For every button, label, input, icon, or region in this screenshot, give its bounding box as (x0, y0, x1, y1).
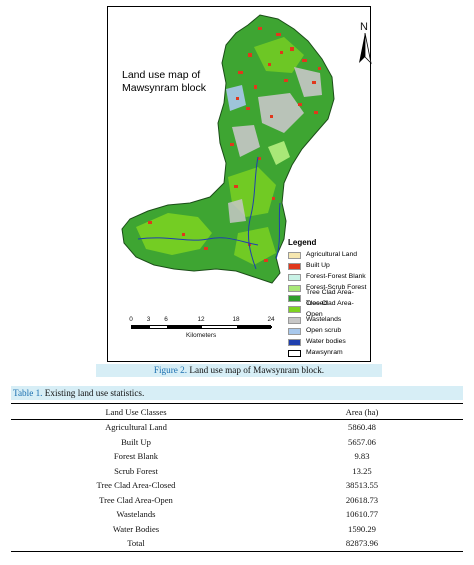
scale-tick-label: 18 (232, 316, 240, 323)
table-row: Built Up 5657.06 (11, 435, 463, 450)
table-row: Tree Clad Area-Closed 38513.55 (11, 478, 463, 493)
land-use-class-cell: Forest Blank (113, 451, 159, 462)
legend-title: Legend (288, 238, 317, 247)
total-label-cell: Total (11, 536, 261, 552)
legend-label: Mawsynram (306, 348, 343, 356)
land-use-class-cell: Tree Clad Area-Closed (96, 480, 176, 491)
land-use-class-cell: Built Up (121, 436, 151, 447)
table-row: Tree Clad Area-Open 20618.73 (11, 493, 463, 508)
scale-unit: Kilometers (186, 332, 217, 339)
legend-label: Built Up (306, 261, 330, 269)
legend-swatch (288, 273, 301, 281)
land-use-statistics-table: Land Use Classes Area (ha) Agricultural … (11, 403, 463, 552)
legend-swatch (288, 317, 301, 325)
map-title-line-1: Land use map of (122, 69, 201, 81)
north-arrow-icon: N (355, 21, 375, 67)
area-cell: 38513.55 (345, 480, 379, 491)
area-cell: 5860.48 (348, 422, 376, 433)
legend-item: Forest-Scrub Forest (288, 283, 370, 294)
land-use-class-cell: Water Bodies (112, 523, 160, 534)
table-row: Agricultural Land 5860.48 (11, 420, 463, 435)
area-cell: 20618.73 (345, 494, 379, 505)
table-row: Wastelands 10610.77 (11, 507, 463, 522)
legend-swatch (288, 349, 301, 357)
map-image (121, 14, 335, 284)
legend-item: Open scrub (288, 326, 370, 337)
legend-swatch (288, 306, 301, 314)
area-cell: 1590.29 (348, 523, 376, 534)
legend-label: Wastelands (306, 316, 342, 324)
land-use-map-figure: Land use map of Mawsynram block N Legend… (107, 6, 372, 362)
legend-item: Tree Clad Area-Open (288, 300, 370, 318)
legend-label: Water bodies (306, 338, 346, 346)
table-caption-text: Existing land use statistics. (42, 388, 145, 398)
legend-swatch (288, 262, 301, 270)
total-area-cell: 82873.96 (261, 536, 463, 552)
table-number: Table 1. (13, 388, 43, 398)
map-title: Land use map of Mawsynram block (122, 69, 206, 95)
scale-tick-label: 0 (129, 316, 133, 323)
built-up-patches (148, 27, 321, 262)
legend-items: Agricultural Land Built Up Forest-Forest B… (288, 250, 370, 359)
map-legend: Legend Agricultural Land Built Up Forest-F… (288, 238, 370, 359)
scale-tick-label: 24 (267, 316, 275, 323)
legend-label: Tree Clad Area-Closed (306, 289, 354, 307)
legend-item: Forest-Forest Blank (288, 272, 370, 283)
legend-swatch (288, 328, 301, 336)
north-label: N (360, 21, 368, 33)
column-header-area: Area (ha) (261, 403, 463, 420)
legend-label: Forest-Forest Blank (306, 272, 366, 280)
legend-item: Built Up (288, 261, 370, 272)
scale-tick-label: 12 (197, 316, 205, 323)
legend-swatch (288, 251, 301, 259)
legend-swatch (288, 284, 301, 292)
area-cell: 10610.77 (345, 509, 379, 520)
land-use-class-cell: Tree Clad Area-Open (99, 494, 173, 505)
table-caption: Table 1. Existing land use statistics. (11, 386, 463, 400)
legend-label: Forest-Scrub Forest (306, 283, 367, 291)
scale-tick-labels: 0 3 6 12 18 24 (129, 316, 275, 325)
table-row: Water Bodies 1590.29 (11, 522, 463, 537)
land-use-class-cell: Wastelands (116, 509, 156, 520)
table-header-row: Land Use Classes Area (ha) (11, 403, 463, 420)
figure-caption-text: Land use map of Mawsynram block. (187, 365, 325, 375)
legend-label: Tree Clad Area-Open (306, 299, 354, 318)
scale-bar: 0 3 6 12 18 24 Kilometers (129, 316, 275, 339)
legend-swatch (288, 295, 301, 303)
area-cell: 9.83 (354, 451, 370, 462)
legend-label: Open scrub (306, 327, 342, 335)
table-row: Scrub Forest 13.25 (11, 464, 463, 479)
legend-item: Mawsynram (288, 348, 370, 359)
column-header-land-use-classes: Land Use Classes (11, 403, 261, 420)
legend-item: Tree Clad Area-Closed (288, 289, 370, 307)
scale-bar-graphic (131, 325, 272, 329)
land-use-class-cell: Scrub Forest (114, 465, 158, 476)
water-bodies (137, 156, 281, 270)
area-cell: 13.25 (352, 465, 372, 476)
legend-label: Agricultural Land (306, 250, 358, 258)
figure-caption: Figure 2. Land use map of Mawsynram bloc… (96, 364, 382, 377)
table-row: Forest Blank 9.83 (11, 449, 463, 464)
map-title-line-2: Mawsynram block (122, 82, 207, 94)
scale-tick-label: 3 (146, 316, 151, 323)
scale-tick-label: 6 (164, 316, 168, 323)
table-total-row: Total 82873.96 (11, 536, 463, 552)
area-cell: 5657.06 (348, 436, 376, 447)
legend-swatch (288, 338, 301, 346)
legend-item: Wastelands (288, 315, 370, 326)
figure-number: Figure 2. (153, 365, 188, 375)
legend-item: Agricultural Land (288, 250, 370, 261)
land-use-class-cell: Agricultural Land (105, 422, 167, 433)
legend-item: Water bodies (288, 337, 370, 348)
